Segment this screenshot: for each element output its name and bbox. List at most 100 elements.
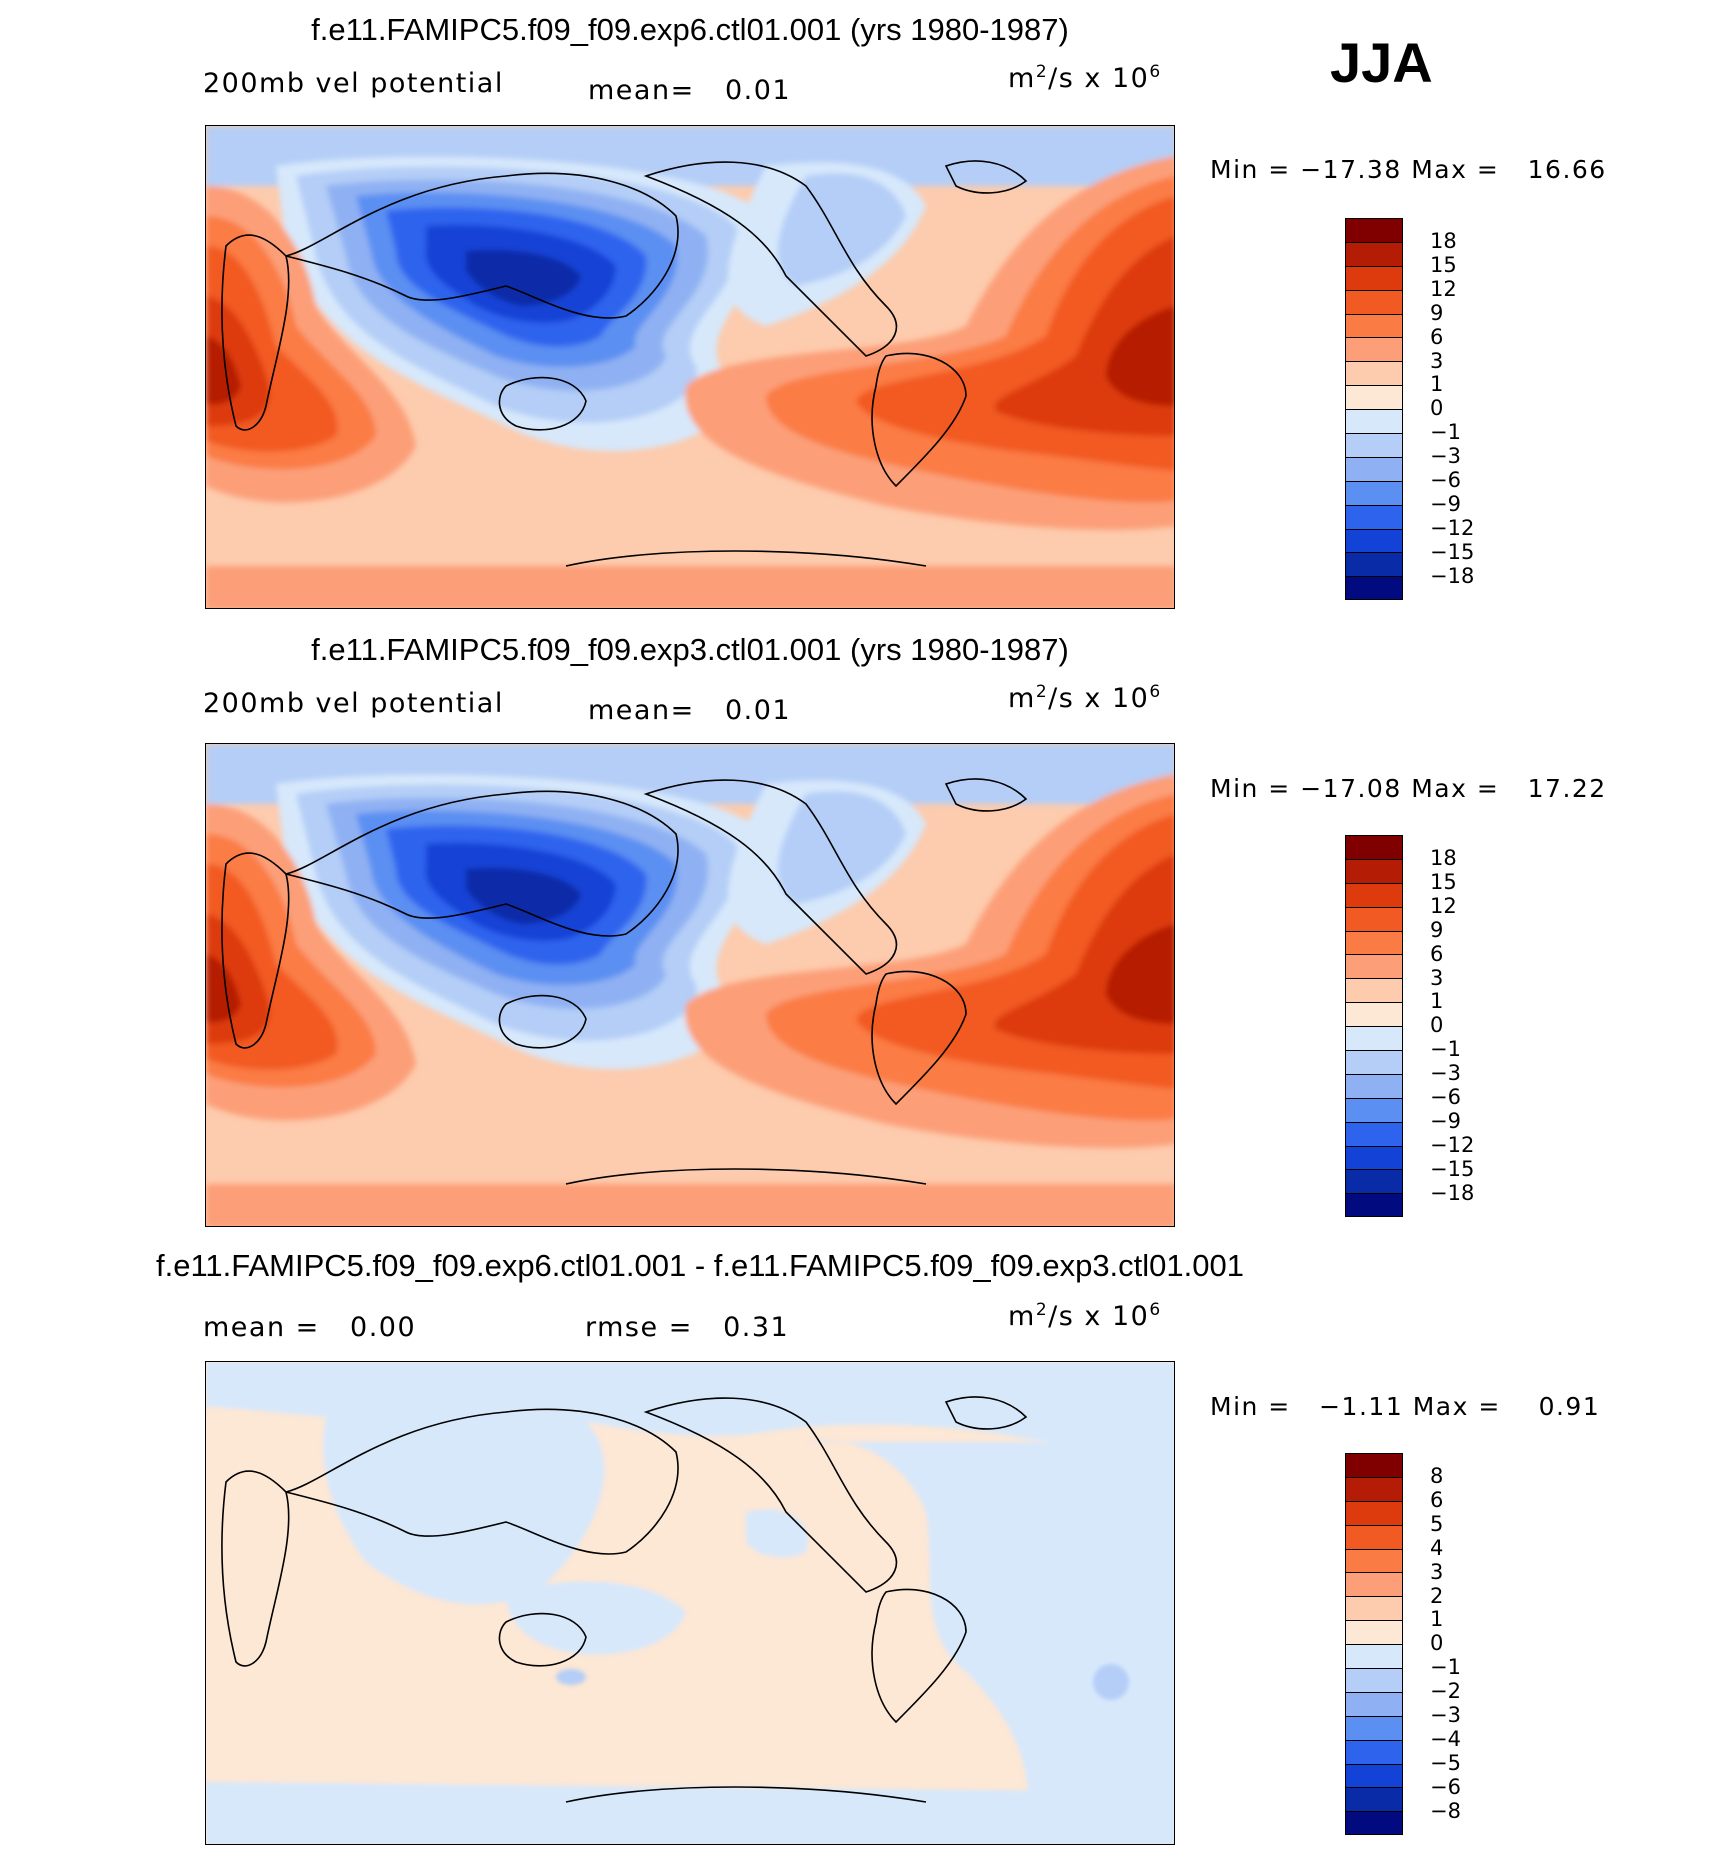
units-sup: 2 xyxy=(1035,1300,1049,1320)
panel3-rmse-label: rmse = xyxy=(585,1312,693,1343)
units-sup: 2 xyxy=(1035,62,1049,82)
panel3-map xyxy=(205,1361,1175,1845)
units-mid: /s x 10 xyxy=(1048,1301,1150,1332)
colorbar-tick-label: 0 xyxy=(1430,396,1444,421)
panel1-mean-label: mean= xyxy=(588,75,695,106)
colorbar-swatch xyxy=(1345,882,1403,907)
colorbar-swatch xyxy=(1345,409,1403,434)
panel3-units: m2/s x 106 xyxy=(1008,1300,1162,1332)
panel3-rmse: rmse = 0.31 xyxy=(585,1312,789,1343)
colorbar-swatch xyxy=(1345,552,1403,577)
colorbar-swatch xyxy=(1345,930,1403,955)
colorbar-swatch xyxy=(1345,337,1403,362)
colorbar-tick-label: −3 xyxy=(1430,1061,1461,1086)
colorbar-swatch xyxy=(1345,1169,1403,1194)
colorbar-swatch xyxy=(1345,218,1403,242)
colorbar-swatch xyxy=(1345,835,1403,859)
panel3-mean-value: 0.00 xyxy=(350,1312,417,1343)
season-label: JJA xyxy=(1330,31,1433,94)
colorbar-swatch xyxy=(1345,1572,1403,1597)
colorbar-swatch xyxy=(1345,1763,1403,1788)
colorbar-tick-label: 1 xyxy=(1430,989,1444,1014)
colorbar-swatch xyxy=(1345,1121,1403,1146)
colorbar-swatch xyxy=(1345,1097,1403,1122)
colorbar-swatch xyxy=(1345,1050,1403,1074)
panel2-max-value: 17.22 xyxy=(1527,774,1607,803)
colorbar-swatch xyxy=(1345,1002,1403,1027)
panel3-rmse-value: 0.31 xyxy=(723,1312,790,1343)
colorbar-swatch xyxy=(1345,480,1403,505)
panel2-title: f.e11.FAMIPC5.f09_f09.exp3.ctl01.001 (yr… xyxy=(311,632,1069,667)
colorbar-tick-label: 18 xyxy=(1430,846,1457,870)
units-prefix: m xyxy=(1008,1301,1036,1332)
colorbar-tick-label: −9 xyxy=(1430,491,1461,516)
colorbar-tick-label: 1 xyxy=(1430,1607,1444,1632)
panel3-max-label: Max = xyxy=(1412,1392,1501,1421)
colorbar-swatch xyxy=(1345,1739,1403,1764)
panel3-max-value: 0.91 xyxy=(1538,1392,1601,1421)
panel3-min-label: Min = xyxy=(1210,1392,1291,1421)
panel1-units: m2/s x 106 xyxy=(1008,62,1162,94)
colorbar-tick-label: 3 xyxy=(1430,1559,1444,1584)
colorbar-swatch xyxy=(1345,1073,1403,1098)
panel3-minmax: Min = −1.11 Max = 0.91 xyxy=(1210,1392,1600,1421)
panel1-colorbar xyxy=(1345,218,1403,601)
units-sup: 2 xyxy=(1035,682,1049,702)
colorbar-tick-label: −12 xyxy=(1430,515,1475,540)
panel2-min-value: −17.08 xyxy=(1300,774,1402,803)
colorbar-tick-label: 5 xyxy=(1430,1511,1444,1536)
colorbar-tick-label: 9 xyxy=(1430,300,1444,325)
panel2-units: m2/s x 106 xyxy=(1008,682,1162,714)
units-exp: 6 xyxy=(1149,682,1162,702)
colorbar-swatch xyxy=(1345,1620,1403,1645)
panel2-mean: mean= 0.01 xyxy=(588,695,791,726)
colorbar-swatch xyxy=(1345,906,1403,931)
colorbar-tick-label: −1 xyxy=(1430,420,1461,445)
colorbar-tick-label: −15 xyxy=(1430,539,1475,564)
colorbar-tick-label: 15 xyxy=(1430,252,1457,277)
colorbar-tick-label: −8 xyxy=(1430,1798,1461,1823)
colorbar-swatch xyxy=(1345,1145,1403,1170)
colorbar-swatch xyxy=(1345,1026,1403,1051)
colorbar-swatch xyxy=(1345,1476,1403,1501)
colorbar-tick-label: −1 xyxy=(1430,1655,1461,1680)
colorbar-tick-label: 3 xyxy=(1430,965,1444,990)
units-prefix: m xyxy=(1008,63,1036,94)
units-mid: /s x 10 xyxy=(1048,63,1150,94)
panel2-field-label: 200mb vel potential xyxy=(203,688,504,719)
colorbar-swatch xyxy=(1345,289,1403,314)
colorbar-swatch xyxy=(1345,265,1403,290)
units-exp: 6 xyxy=(1149,1300,1162,1320)
colorbar-swatch xyxy=(1345,1691,1403,1716)
colorbar-tick-label: −9 xyxy=(1430,1108,1461,1133)
colorbar-tick-label: −6 xyxy=(1430,468,1461,492)
panel3-title: f.e11.FAMIPC5.f09_f09.exp6.ctl01.001 - f… xyxy=(156,1248,1244,1283)
units-exp: 6 xyxy=(1149,62,1162,82)
colorbar-swatch xyxy=(1345,1193,1403,1218)
panel2-map xyxy=(205,743,1175,1227)
colorbar-tick-label: 0 xyxy=(1430,1631,1444,1656)
colorbar-swatch xyxy=(1345,528,1403,553)
colorbar-tick-label: −1 xyxy=(1430,1037,1461,1062)
panel1-field-label: 200mb vel potential xyxy=(203,68,504,99)
panel2-colorbar xyxy=(1345,835,1403,1218)
panel1-max-label: Max = xyxy=(1411,155,1500,184)
colorbar-swatch xyxy=(1345,858,1403,883)
panel1-map xyxy=(205,125,1175,609)
colorbar-tick-label: 8 xyxy=(1430,1464,1444,1488)
colorbar-tick-label: −4 xyxy=(1430,1726,1461,1751)
colorbar-tick-label: −6 xyxy=(1430,1774,1461,1799)
colorbar-tick-label: −18 xyxy=(1430,563,1475,588)
colorbar-swatch xyxy=(1345,1548,1403,1573)
panel3-min-value: −1.11 xyxy=(1319,1392,1404,1421)
panel1-mean-value: 0.01 xyxy=(724,75,792,106)
colorbar-tick-label: 12 xyxy=(1430,893,1457,918)
colorbar-tick-label: 15 xyxy=(1430,869,1457,894)
colorbar-swatch xyxy=(1345,1524,1403,1549)
colorbar-tick-label: 6 xyxy=(1430,324,1444,349)
colorbar-swatch xyxy=(1345,954,1403,979)
colorbar-swatch xyxy=(1345,313,1403,338)
colorbar-swatch xyxy=(1345,1668,1403,1692)
colorbar-tick-label: −2 xyxy=(1430,1679,1461,1704)
colorbar-tick-label: 6 xyxy=(1430,941,1444,966)
